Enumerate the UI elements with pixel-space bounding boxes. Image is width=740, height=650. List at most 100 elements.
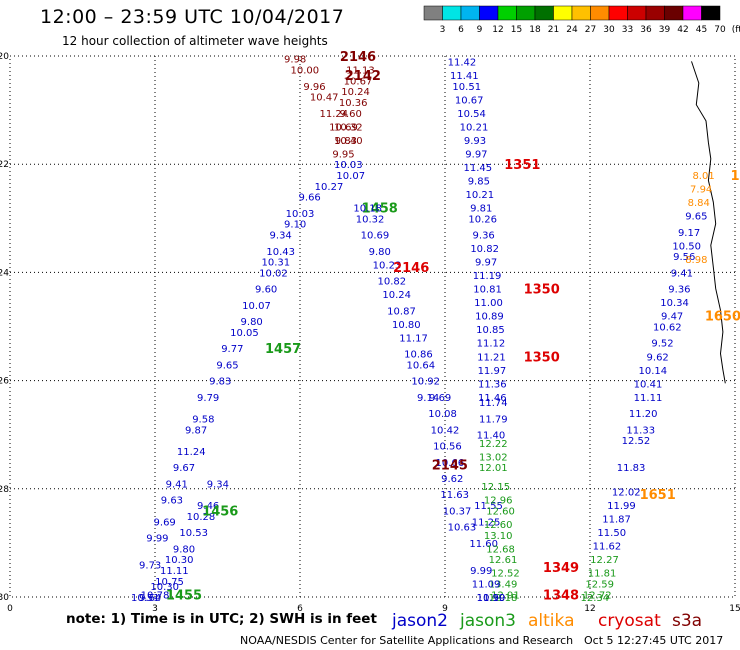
wave-height-point: 10.14	[639, 366, 668, 377]
colorbar-swatch	[534, 5, 554, 21]
pass-time-label: 1349	[543, 561, 579, 576]
wave-height-point: 10.75	[155, 577, 184, 588]
x-tick-label: 9	[442, 604, 448, 614]
wave-height-point: 9.17	[678, 228, 700, 239]
wave-height-point: 10.21	[465, 190, 494, 201]
pass-time-label: 1456	[202, 504, 238, 519]
wave-height-point: 9.80	[173, 544, 195, 555]
wave-height-point: 10.21	[460, 122, 489, 133]
pass-time-label: 1455	[166, 588, 202, 603]
wave-height-point: 10.89	[475, 312, 504, 323]
colorbar-swatch	[627, 5, 647, 21]
wave-height-point: 9.96	[303, 82, 325, 93]
colorbar-tick-label: 33	[622, 25, 633, 35]
wave-height-point: 12.27	[590, 555, 619, 566]
grid	[9, 55, 736, 598]
wave-height-point: 10.03	[334, 160, 363, 171]
colorbar-tick-label: 21	[548, 25, 559, 35]
wave-height-point: 11.10	[477, 593, 506, 604]
wave-height-point: 10.47	[310, 93, 339, 104]
wave-height-point: 12.60	[484, 520, 513, 531]
wave-height-point: 10.69	[361, 231, 390, 242]
wave-height-point: 10.26	[468, 214, 497, 225]
colorbar-swatch	[497, 5, 517, 21]
wave-height-point: 10.18	[353, 203, 382, 214]
wave-height-point: 11.63	[440, 490, 469, 501]
pass-time-label: 2142	[345, 69, 381, 84]
y-tick-label: -30	[0, 593, 9, 603]
colorbar-tick-label: 9	[477, 25, 483, 35]
wave-height-point: 11.81	[588, 569, 617, 580]
wave-height-point: 11.21	[477, 352, 506, 363]
legend-entry: jason2	[391, 611, 448, 631]
wave-height-point: 9.52	[651, 339, 673, 350]
colorbar-swatch	[479, 5, 499, 21]
wave-height-point: 10.03	[286, 209, 315, 220]
colorbar-swatch	[423, 5, 443, 21]
wave-height-point: 12.01	[479, 463, 508, 474]
wave-height-point: 9.60	[255, 285, 277, 296]
wave-height-point: 13.02	[479, 452, 508, 463]
pass-time-label: 1651	[640, 488, 676, 503]
colorbar-swatch	[664, 5, 684, 21]
wave-height-point: 10.51	[131, 593, 160, 604]
wave-height-point: 9.98	[284, 55, 306, 66]
colorbar-swatch	[608, 5, 628, 21]
wave-height-point: 10.82	[470, 244, 499, 255]
wave-height-point: 8.84	[688, 198, 710, 209]
wave-height-point: 9.62	[647, 352, 669, 363]
wave-height-point: 11.00	[474, 298, 503, 309]
wave-height-point: 9.97	[465, 149, 487, 160]
colorbar-swatch	[590, 5, 610, 21]
wave-height-point: 11.20	[629, 409, 658, 420]
wave-height-point: 12.61	[489, 555, 518, 566]
wave-height-point: 11.79	[479, 414, 508, 425]
wave-height-point: 9.36	[473, 231, 495, 242]
colorbar-tick-label: 27	[585, 25, 596, 35]
footer-credit: NOAA/NESDIS Center for Satellite Applica…	[240, 634, 574, 647]
pass-time-label: 1350	[524, 350, 560, 365]
wave-height-point: 11.46	[478, 393, 507, 404]
wave-height-point: 9.80	[369, 247, 391, 258]
wave-height-point: 12.52	[622, 436, 651, 447]
wave-height-point: 10.36	[339, 98, 368, 109]
x-tick-label: 6	[297, 604, 303, 614]
pass-time-label: 1350	[524, 283, 560, 298]
wave-height-point: 10.51	[452, 82, 481, 93]
wave-height-point: 12.15	[481, 482, 510, 493]
colorbar-tick-label: 12	[492, 25, 503, 35]
colorbar-tick-label: 15	[511, 25, 522, 35]
colorbar-tick-label: 6	[458, 25, 464, 35]
wave-height-point: 9.47	[661, 312, 683, 323]
colorbar-tick-label: 3	[440, 25, 446, 35]
wave-height-point: 11.11	[160, 566, 189, 577]
wave-height-point: 10.31	[262, 258, 291, 269]
wave-height-point: 11.41	[450, 71, 479, 82]
wave-height-point: 12.34	[581, 593, 610, 604]
legend-entry: altika	[528, 611, 575, 631]
wave-height-point: 11.42	[448, 57, 477, 68]
wave-height-point: 11.24	[320, 109, 349, 120]
colorbar-tick-label: 18	[529, 25, 541, 35]
wave-height-point: 10.28	[187, 512, 216, 523]
pass-time-label: 2146	[340, 50, 376, 65]
wave-height-point: 9.34	[207, 479, 229, 490]
wave-height-point: 11.33	[626, 425, 655, 436]
wave-height-point: 11.09	[472, 579, 501, 590]
wave-height-point: 9.99	[470, 566, 492, 577]
colorbar-tick-label: (ft)	[732, 25, 740, 35]
wave-height-point: 11.50	[597, 528, 626, 539]
colorbar-tick-label: 36	[640, 25, 652, 35]
wave-height-point: 12.52	[491, 569, 520, 580]
colorbar-tick-label: 45	[696, 25, 707, 35]
wave-height-point: 12.22	[479, 439, 508, 450]
wave-height-point: 10.56	[433, 442, 462, 453]
wave-height-point: 11.11	[634, 393, 663, 404]
y-tick-label: -20	[0, 52, 9, 62]
chart-marks: 9.9810.009.9610.4711.2410.6910.40214611.…	[131, 50, 740, 604]
wave-height-point: 9.65	[216, 360, 238, 371]
wave-height-point: 9.62	[441, 474, 463, 485]
wave-height-point: 10.64	[407, 360, 436, 371]
